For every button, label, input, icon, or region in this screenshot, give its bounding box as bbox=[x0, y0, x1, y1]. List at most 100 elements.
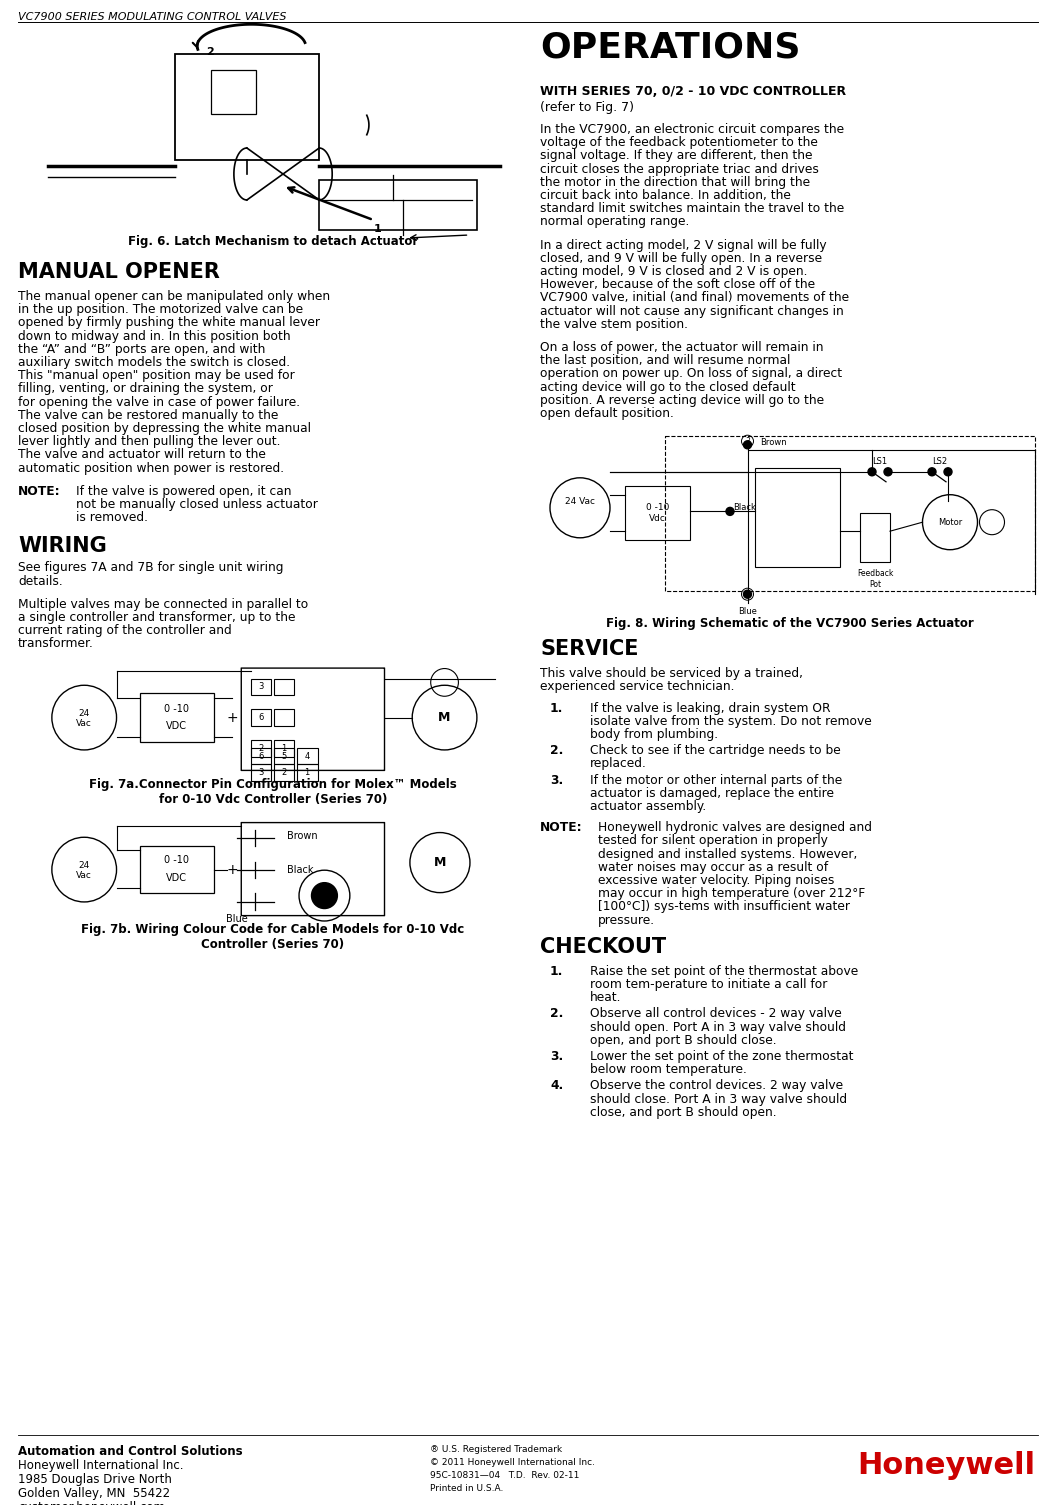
Text: circuit closes the appropriate triac and drives: circuit closes the appropriate triac and… bbox=[540, 163, 818, 176]
Text: 2: 2 bbox=[206, 47, 213, 57]
Text: experienced service technician.: experienced service technician. bbox=[540, 680, 735, 694]
Text: open, and port B should close.: open, and port B should close. bbox=[590, 1034, 776, 1047]
Text: In the VC7900, an electronic circuit compares the: In the VC7900, an electronic circuit com… bbox=[540, 123, 844, 135]
Text: VDC: VDC bbox=[166, 721, 187, 731]
Text: transformer.: transformer. bbox=[18, 638, 94, 650]
Text: for opening the valve in case of power failure.: for opening the valve in case of power f… bbox=[18, 396, 300, 408]
Text: Fig. 6. Latch Mechanism to detach Actuator: Fig. 6. Latch Mechanism to detach Actuat… bbox=[128, 235, 418, 248]
Text: Observe all control devices - 2 way valve: Observe all control devices - 2 way valv… bbox=[590, 1007, 842, 1020]
Text: Brown: Brown bbox=[760, 438, 787, 447]
Text: Brown: Brown bbox=[287, 831, 318, 841]
Text: NOTE:: NOTE: bbox=[540, 822, 583, 834]
Text: a single controller and transformer, up to the: a single controller and transformer, up … bbox=[18, 611, 296, 625]
Text: 2: 2 bbox=[281, 768, 286, 777]
Text: heat.: heat. bbox=[590, 992, 622, 1004]
Text: water noises may occur as a result of: water noises may occur as a result of bbox=[598, 861, 828, 874]
Text: tested for silent operation in properly: tested for silent operation in properly bbox=[598, 834, 828, 847]
Text: Controller (Series 70): Controller (Series 70) bbox=[202, 938, 344, 951]
Text: standard limit switches maintain the travel to the: standard limit switches maintain the tra… bbox=[540, 202, 844, 215]
Text: the “A” and “B” ports are open, and with: the “A” and “B” ports are open, and with bbox=[18, 343, 265, 355]
Text: 5: 5 bbox=[281, 751, 286, 760]
Text: voltage of the feedback potentiometer to the: voltage of the feedback potentiometer to… bbox=[540, 135, 818, 149]
Text: filling, venting, or draining the system, or: filling, venting, or draining the system… bbox=[18, 382, 272, 396]
Text: closed position by depressing the white manual: closed position by depressing the white … bbox=[18, 421, 312, 435]
Text: 0 -10: 0 -10 bbox=[164, 855, 189, 864]
Text: may occur in high temperature (over 212°F: may occur in high temperature (over 212°… bbox=[598, 888, 865, 900]
Text: Fig. 8. Wiring Schematic of the VC7900 Series Actuator: Fig. 8. Wiring Schematic of the VC7900 S… bbox=[606, 617, 974, 631]
Text: NOTE:: NOTE: bbox=[18, 485, 60, 498]
Text: 0 -10
Vdc: 0 -10 Vdc bbox=[646, 504, 670, 522]
Text: This valve should be serviced by a trained,: This valve should be serviced by a train… bbox=[540, 667, 803, 680]
Text: signal voltage. If they are different, then the: signal voltage. If they are different, t… bbox=[540, 149, 812, 163]
Text: Fig. 7a.Connector Pin Configuration for Molex™ Models: Fig. 7a.Connector Pin Configuration for … bbox=[89, 778, 457, 790]
Text: acting device will go to the closed default: acting device will go to the closed defa… bbox=[540, 381, 795, 394]
Text: actuator assembly.: actuator assembly. bbox=[590, 801, 706, 813]
Text: Black: Black bbox=[733, 503, 756, 512]
Text: 2: 2 bbox=[259, 743, 264, 752]
Text: Fig. 7b. Wiring Colour Code for Cable Models for 0-10 Vdc: Fig. 7b. Wiring Colour Code for Cable Mo… bbox=[81, 923, 465, 936]
Text: acting model, 9 V is closed and 2 V is open.: acting model, 9 V is closed and 2 V is o… bbox=[540, 265, 808, 278]
Text: below room temperature.: below room temperature. bbox=[590, 1063, 747, 1076]
Text: Automation and Control Solutions: Automation and Control Solutions bbox=[18, 1445, 243, 1458]
Text: 24: 24 bbox=[78, 861, 90, 870]
Text: Observe the control devices. 2 way valve: Observe the control devices. 2 way valve bbox=[590, 1079, 843, 1093]
Text: not be manually closed unless actuator: not be manually closed unless actuator bbox=[76, 498, 318, 512]
Text: 24: 24 bbox=[78, 709, 90, 718]
Text: If the valve is powered open, it can: If the valve is powered open, it can bbox=[76, 485, 291, 498]
Text: Honeywell hydronic valves are designed and: Honeywell hydronic valves are designed a… bbox=[598, 822, 872, 834]
Text: Honeywell International Inc.: Honeywell International Inc. bbox=[18, 1458, 184, 1472]
Circle shape bbox=[944, 468, 953, 476]
Text: in the up position. The motorized valve can be: in the up position. The motorized valve … bbox=[18, 303, 303, 316]
Text: body from plumbing.: body from plumbing. bbox=[590, 728, 718, 740]
Text: automatic position when power is restored.: automatic position when power is restore… bbox=[18, 462, 284, 474]
Text: normal operating range.: normal operating range. bbox=[540, 215, 690, 229]
Text: The valve can be restored manually to the: The valve can be restored manually to th… bbox=[18, 409, 279, 421]
Circle shape bbox=[884, 468, 892, 476]
Text: +: + bbox=[226, 862, 238, 876]
Circle shape bbox=[727, 507, 734, 515]
Text: open default position.: open default position. bbox=[540, 406, 674, 420]
Text: Vac: Vac bbox=[76, 871, 92, 880]
Text: replaced.: replaced. bbox=[590, 757, 647, 771]
Text: Honeywell: Honeywell bbox=[856, 1451, 1035, 1479]
Text: position. A reverse acting device will go to the: position. A reverse acting device will g… bbox=[540, 394, 824, 406]
Text: Feedback: Feedback bbox=[856, 569, 893, 578]
Text: 1985 Douglas Drive North: 1985 Douglas Drive North bbox=[18, 1473, 172, 1485]
Text: 1: 1 bbox=[281, 743, 286, 752]
Text: 3.: 3. bbox=[550, 1050, 563, 1063]
Text: +: + bbox=[226, 710, 238, 724]
Text: See figures 7A and 7B for single unit wiring: See figures 7A and 7B for single unit wi… bbox=[18, 561, 283, 575]
Circle shape bbox=[743, 441, 752, 448]
Text: Blue: Blue bbox=[738, 607, 757, 616]
Text: closed, and 9 V will be fully open. In a reverse: closed, and 9 V will be fully open. In a… bbox=[540, 251, 823, 265]
Circle shape bbox=[312, 882, 337, 909]
Text: 3.: 3. bbox=[550, 774, 563, 787]
Text: Motor: Motor bbox=[938, 518, 962, 527]
Text: pressure.: pressure. bbox=[598, 914, 655, 927]
Text: actuator will not cause any significant changes in: actuator will not cause any significant … bbox=[540, 304, 844, 318]
Text: Golden Valley, MN  55422: Golden Valley, MN 55422 bbox=[18, 1487, 170, 1500]
Text: VC7900 valve, initial (and final) movements of the: VC7900 valve, initial (and final) moveme… bbox=[540, 292, 849, 304]
Text: should open. Port A in 3 way valve should: should open. Port A in 3 way valve shoul… bbox=[590, 1020, 846, 1034]
Text: If the motor or other internal parts of the: If the motor or other internal parts of … bbox=[590, 774, 843, 787]
Text: Multiple valves may be connected in parallel to: Multiple valves may be connected in para… bbox=[18, 597, 308, 611]
Text: excessive water velocity. Piping noises: excessive water velocity. Piping noises bbox=[598, 874, 834, 886]
Text: should close. Port A in 3 way valve should: should close. Port A in 3 way valve shou… bbox=[590, 1093, 847, 1106]
Text: VDC: VDC bbox=[166, 873, 187, 882]
Text: room tem-perature to initiate a call for: room tem-perature to initiate a call for bbox=[590, 978, 827, 990]
Text: 24 Vac: 24 Vac bbox=[565, 497, 595, 506]
Text: 2.: 2. bbox=[550, 743, 563, 757]
Text: 4.: 4. bbox=[550, 1079, 563, 1093]
Text: is removed.: is removed. bbox=[76, 512, 148, 524]
Text: 4: 4 bbox=[304, 751, 309, 760]
Text: LS2: LS2 bbox=[932, 458, 947, 467]
Text: [100°C]) sys-tems with insufficient water: [100°C]) sys-tems with insufficient wate… bbox=[598, 900, 850, 914]
Text: actuator is damaged, replace the entire: actuator is damaged, replace the entire bbox=[590, 787, 834, 799]
Text: SERVICE: SERVICE bbox=[540, 640, 639, 659]
Text: WITH SERIES 70, 0/2 - 10 VDC CONTROLLER: WITH SERIES 70, 0/2 - 10 VDC CONTROLLER bbox=[540, 84, 846, 98]
Text: If the valve is leaking, drain system OR: If the valve is leaking, drain system OR bbox=[590, 701, 830, 715]
Text: 1.: 1. bbox=[550, 965, 563, 978]
Text: Black: Black bbox=[287, 864, 314, 874]
Text: ® U.S. Registered Trademark: ® U.S. Registered Trademark bbox=[430, 1445, 562, 1454]
Text: 1.: 1. bbox=[550, 701, 563, 715]
